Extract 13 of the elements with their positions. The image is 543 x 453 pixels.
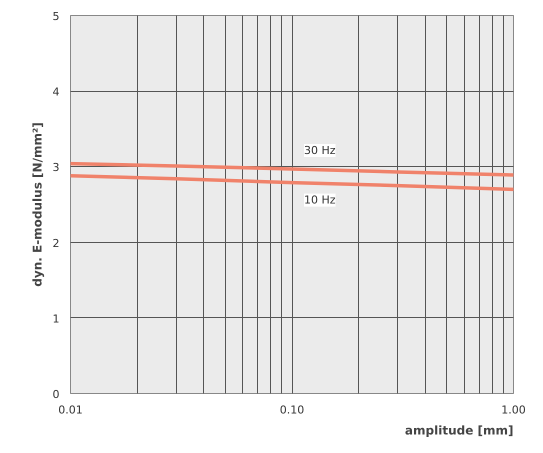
y-tick-label: 2 <box>52 236 60 250</box>
y-tick-label: 3 <box>52 161 60 174</box>
y-axis-title: dyn. E-modulus [N/mm²] <box>30 122 44 287</box>
y-tick-label: 4 <box>52 86 60 99</box>
series-label: 10 Hz <box>304 194 336 207</box>
y-tick-label: 1 <box>52 312 60 326</box>
x-axis-title: amplitude [mm] <box>404 424 514 438</box>
x-tick-label: 1.00 <box>501 404 526 416</box>
series-label: 30 Hz <box>304 144 336 157</box>
x-tick-label: 0.10 <box>280 404 304 416</box>
y-tick-label: 5 <box>52 10 60 23</box>
y-tick-label: 0 <box>52 388 60 401</box>
x-tick-label: 0.01 <box>58 404 83 416</box>
